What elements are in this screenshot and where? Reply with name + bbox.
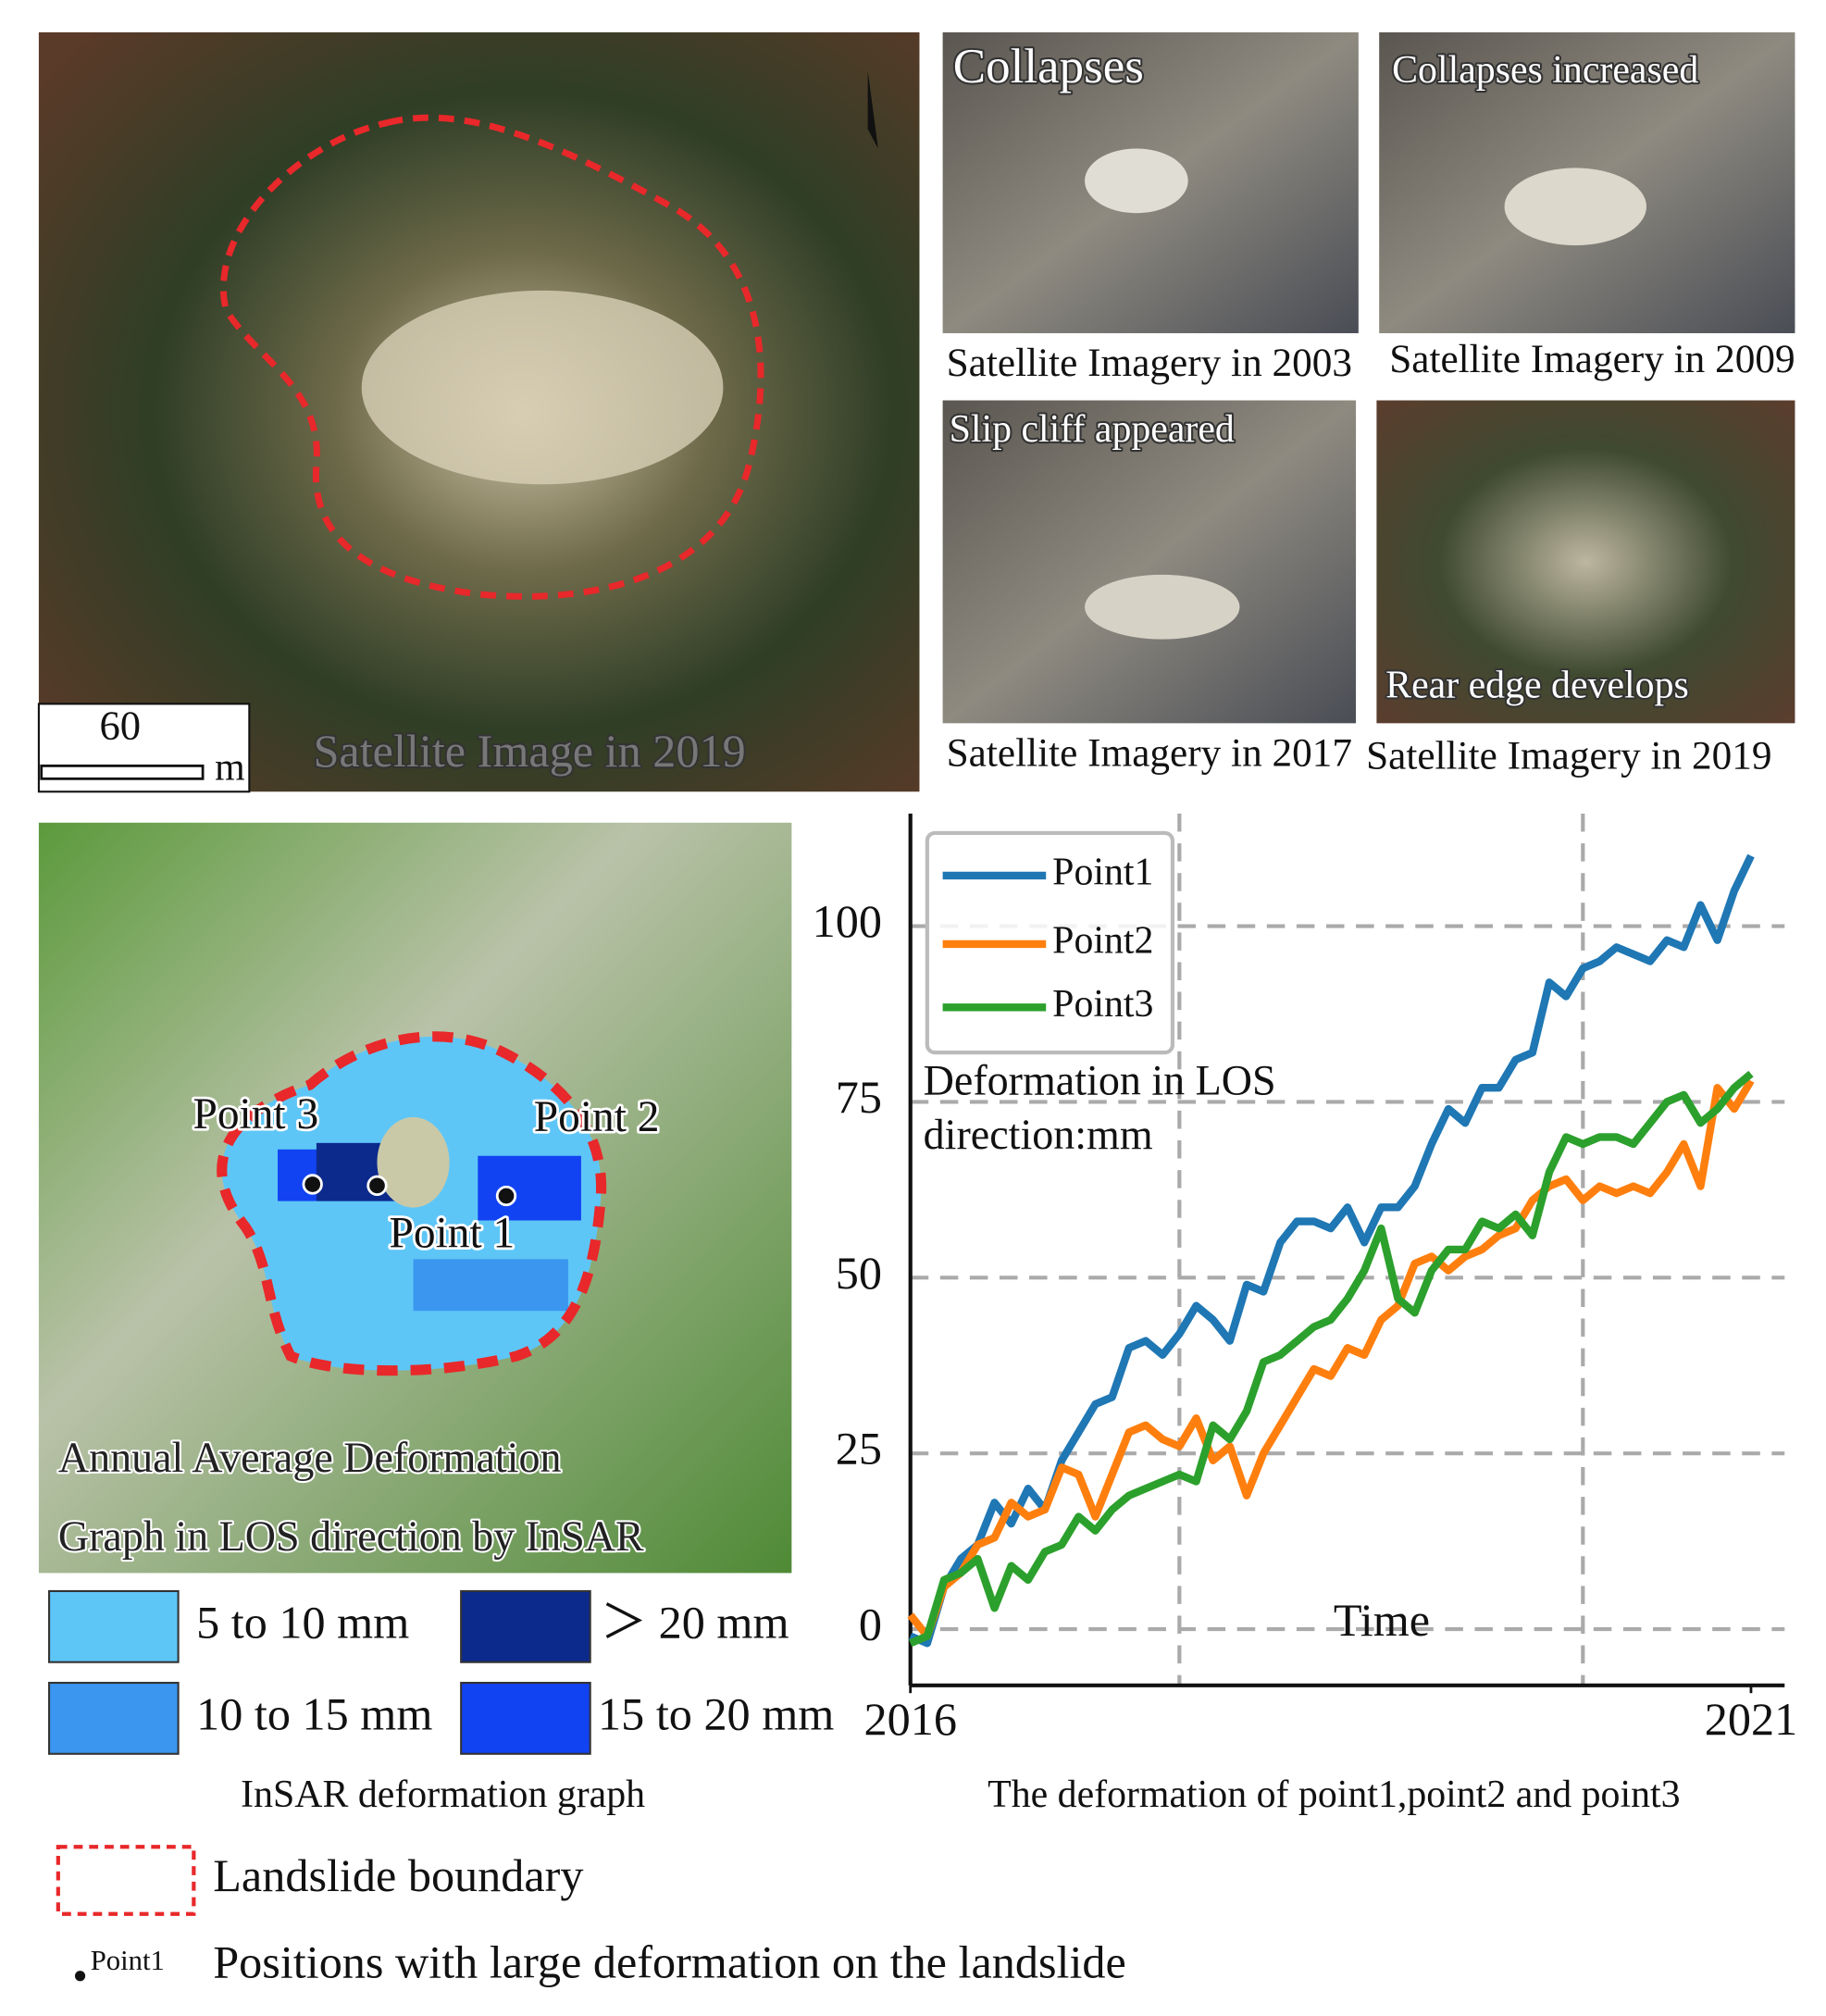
history-images: Collapses Collapses increased Slip cliff… [942, 31, 1795, 778]
point-marker [366, 1175, 388, 1197]
bare-ground [1085, 574, 1240, 640]
legend-label: Point3 [1052, 983, 1153, 1026]
point-label: Point 3 [193, 1090, 318, 1139]
legend-label: ＞ 20 mm [601, 1597, 789, 1649]
y-axis-label: direction:mm [924, 1111, 1153, 1158]
point-marker [495, 1185, 517, 1207]
insar-caption: Graph in LOS direction by InSAR [58, 1512, 644, 1560]
point-marker [302, 1174, 323, 1195]
data-line [909, 1070, 1754, 1648]
y-tick-label: 0 [859, 1599, 882, 1650]
legend-box [925, 830, 1175, 1055]
boundary-symbol [56, 1845, 196, 1916]
x-axis-label: Time [1334, 1594, 1430, 1646]
main-image: 60 m Satellite Image in 2019 [37, 31, 920, 793]
history-label: Rear edge develops [1385, 664, 1689, 706]
landslide-boundary [217, 1031, 607, 1376]
point-symbol-label: Point1 [91, 1945, 165, 1976]
history-label: Collapses [953, 40, 1144, 93]
legend-label: 10 to 15 mm [196, 1688, 432, 1740]
x-tick-label: 2021 [1705, 1693, 1797, 1745]
legend-swatch [48, 1681, 180, 1755]
y-tick-label: 100 [813, 895, 882, 947]
legend-label: Point1 [1052, 852, 1153, 894]
insar-title: InSAR deformation graph [241, 1773, 645, 1816]
point-label: Point 2 [534, 1093, 660, 1141]
deformation-patch [478, 1155, 581, 1221]
insar-caption: Annual Average Deformation [58, 1434, 562, 1481]
point-description: Positions with large deformation on the … [213, 1936, 1126, 1988]
boundary-label: Landslide boundary [213, 1849, 583, 1901]
point-label: Point 1 [390, 1210, 516, 1258]
north-arrow [867, 70, 878, 149]
insar-map: Point 3 Point 2 Point 1 Annual Average D… [38, 822, 792, 1574]
line-chart: 0 25 50 75 100 2016 2021 Time Deformation in LOS… [813, 814, 1797, 1745]
legend-swatch [48, 1589, 180, 1663]
scale-value: 60 [99, 703, 141, 749]
bare-ground [361, 290, 724, 485]
data-line [907, 1078, 1755, 1640]
history-caption: Satellite Imagery in 2017 [947, 731, 1352, 776]
scale-bar [40, 764, 205, 780]
legend-label: 5 to 10 mm [196, 1597, 409, 1649]
chart-title: The deformation of point1,point2 and poi… [988, 1773, 1680, 1816]
legend-label: Point2 [1052, 920, 1153, 963]
bare-ground [1504, 168, 1647, 246]
legend-swatch [460, 1589, 591, 1663]
y-tick-label: 50 [836, 1247, 882, 1299]
history-label: Slip cliff appeared [950, 408, 1235, 451]
history-image [942, 400, 1357, 724]
legend-swatch [460, 1681, 591, 1755]
y-tick-label: 75 [836, 1071, 882, 1123]
scale-unit: m [215, 747, 245, 790]
insar-legend: 5 to 10 mm ＞ 20 mm 10 to 15 mm 15 to 20 mm [48, 1589, 834, 1755]
image-caption: Satellite Image in 2019 [314, 725, 746, 777]
y-tick-label: 25 [836, 1423, 882, 1475]
legend-label: 15 to 20 mm [598, 1688, 834, 1740]
deformation-patch [413, 1259, 568, 1312]
history-image [1376, 400, 1795, 724]
bare-ground [377, 1116, 450, 1208]
history-caption: Satellite Imagery in 2019 [1366, 733, 1771, 778]
point-symbol [74, 1971, 86, 1982]
bare-ground [1085, 148, 1188, 214]
history-label: Collapses increased [1392, 49, 1698, 92]
history-caption: Satellite Imagery in 2003 [947, 341, 1352, 385]
y-axis-label: Deformation in LOS [924, 1057, 1276, 1104]
x-tick-label: 2016 [863, 1693, 956, 1745]
history-caption: Satellite Imagery in 2009 [1389, 337, 1795, 381]
